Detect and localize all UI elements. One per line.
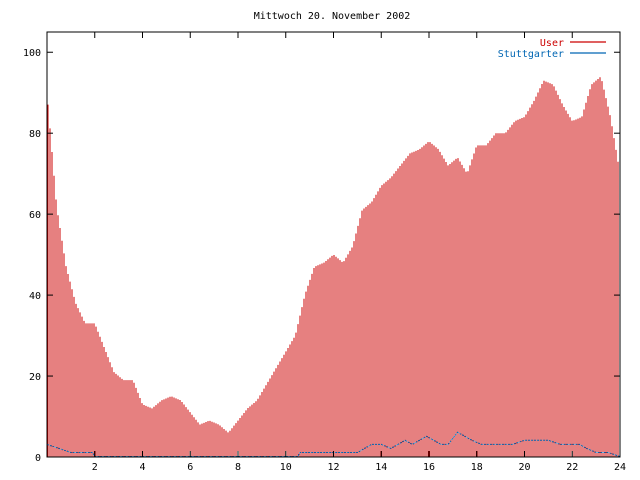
y-tick-label: 0: [35, 453, 41, 464]
y-tick-label: 60: [29, 210, 41, 221]
x-tick-label: 16: [423, 462, 435, 473]
x-tick-label: 12: [327, 462, 339, 473]
x-tick-label: 20: [518, 462, 530, 473]
legend-label-user: User: [540, 38, 564, 49]
x-tick-label: 22: [566, 462, 578, 473]
y-tick-label: 100: [23, 48, 41, 59]
y-tick-label: 80: [29, 129, 41, 140]
x-tick-label: 18: [471, 462, 483, 473]
legend-label-stuttgarter: Stuttgarter: [498, 49, 564, 60]
x-tick-label: 24: [614, 462, 626, 473]
x-tick-label: 4: [139, 462, 145, 473]
y-tick-label: 20: [29, 372, 41, 383]
y-tick-label: 40: [29, 291, 41, 302]
x-tick-label: 8: [235, 462, 241, 473]
x-tick-label: 6: [187, 462, 193, 473]
legend: User Stuttgarter: [498, 38, 606, 60]
chart-title: Mittwoch 20. November 2002: [254, 11, 411, 22]
x-tick-label: 2: [92, 462, 98, 473]
user-series-bars: [47, 77, 621, 457]
x-tick-label: 10: [280, 462, 292, 473]
x-tick-label: 14: [375, 462, 387, 473]
